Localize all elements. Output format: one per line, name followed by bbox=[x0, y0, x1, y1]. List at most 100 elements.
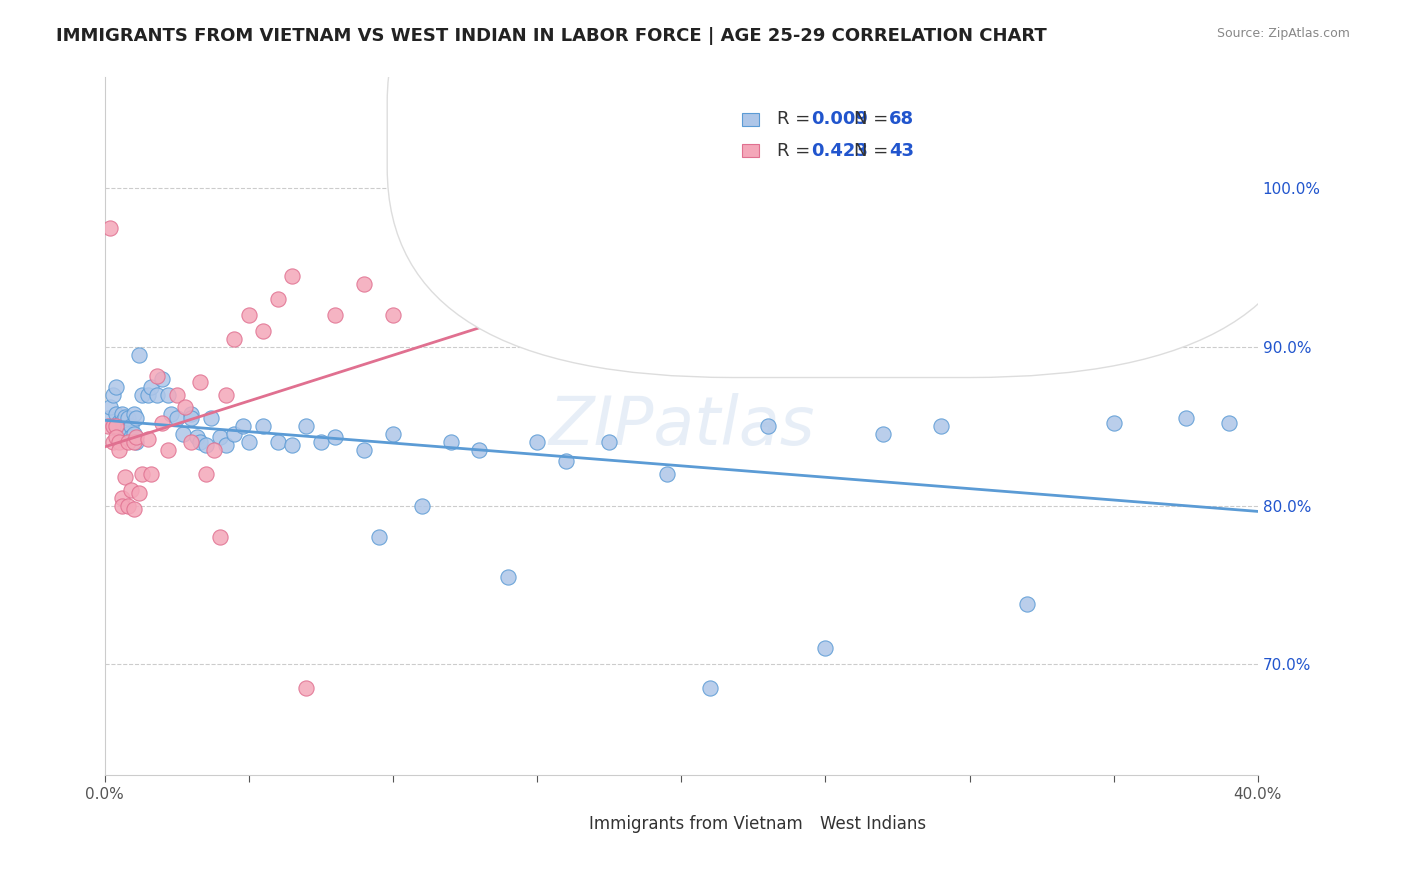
Bar bbox=[742, 145, 759, 157]
Point bbox=[872, 427, 894, 442]
Point bbox=[117, 427, 139, 442]
Point bbox=[122, 501, 145, 516]
Point bbox=[238, 309, 260, 323]
Point bbox=[145, 368, 167, 383]
Point bbox=[157, 387, 180, 401]
Point bbox=[157, 443, 180, 458]
Point bbox=[266, 435, 288, 450]
Point bbox=[598, 435, 620, 450]
Point bbox=[120, 419, 142, 434]
Point bbox=[194, 467, 217, 481]
Text: 0.423: 0.423 bbox=[811, 142, 869, 160]
Bar bbox=[548, 817, 574, 832]
Point bbox=[105, 419, 128, 434]
Point bbox=[194, 438, 217, 452]
Point bbox=[208, 530, 231, 544]
Point bbox=[224, 427, 246, 442]
Point bbox=[103, 419, 125, 434]
Point bbox=[468, 443, 491, 458]
Point bbox=[114, 424, 136, 438]
Point bbox=[145, 387, 167, 401]
Point bbox=[180, 435, 202, 450]
Point bbox=[252, 324, 274, 338]
Point bbox=[166, 387, 188, 401]
Point bbox=[108, 435, 131, 450]
Point bbox=[100, 401, 122, 415]
Point bbox=[105, 407, 128, 421]
Point bbox=[381, 427, 404, 442]
Point bbox=[323, 430, 346, 444]
Point bbox=[103, 387, 125, 401]
Point bbox=[295, 419, 318, 434]
Point bbox=[139, 380, 162, 394]
Text: Source: ZipAtlas.com: Source: ZipAtlas.com bbox=[1216, 27, 1350, 40]
Point bbox=[103, 435, 125, 450]
Point bbox=[174, 401, 197, 415]
Point bbox=[281, 438, 304, 452]
Point bbox=[295, 681, 318, 695]
Text: N =: N = bbox=[855, 111, 894, 128]
Point bbox=[105, 380, 128, 394]
Point bbox=[180, 407, 202, 421]
Point bbox=[627, 356, 650, 370]
Point bbox=[440, 216, 463, 230]
Point bbox=[125, 430, 148, 444]
Point bbox=[215, 438, 238, 452]
Point bbox=[125, 435, 148, 450]
Text: Immigrants from Vietnam: Immigrants from Vietnam bbox=[589, 815, 803, 833]
Point bbox=[215, 387, 238, 401]
Point bbox=[120, 483, 142, 497]
Bar bbox=[790, 817, 815, 832]
Point bbox=[266, 293, 288, 307]
Point bbox=[136, 432, 159, 446]
Point bbox=[131, 387, 153, 401]
Point bbox=[1218, 416, 1240, 430]
Point bbox=[381, 309, 404, 323]
Point bbox=[120, 430, 142, 444]
Point bbox=[555, 454, 578, 468]
Point bbox=[128, 348, 150, 362]
Point bbox=[139, 467, 162, 481]
Point bbox=[1174, 411, 1197, 425]
Bar bbox=[742, 113, 759, 126]
Point bbox=[367, 530, 389, 544]
Point bbox=[200, 411, 222, 425]
Point bbox=[186, 430, 208, 444]
Point bbox=[309, 435, 332, 450]
Point bbox=[180, 411, 202, 425]
Point bbox=[122, 435, 145, 450]
Point bbox=[655, 467, 678, 481]
Point bbox=[252, 419, 274, 434]
Point bbox=[1102, 181, 1125, 195]
Point bbox=[111, 491, 134, 505]
Point bbox=[150, 372, 173, 386]
Text: R =: R = bbox=[778, 142, 815, 160]
Point bbox=[136, 387, 159, 401]
Point bbox=[188, 375, 211, 389]
Point bbox=[108, 443, 131, 458]
Point bbox=[208, 430, 231, 444]
Point bbox=[202, 443, 225, 458]
Point bbox=[756, 419, 779, 434]
Point bbox=[117, 435, 139, 450]
Point bbox=[96, 411, 118, 425]
Point bbox=[411, 499, 433, 513]
Point bbox=[100, 221, 122, 235]
Point bbox=[128, 486, 150, 500]
Text: IMMIGRANTS FROM VIETNAM VS WEST INDIAN IN LABOR FORCE | AGE 25-29 CORRELATION CH: IMMIGRANTS FROM VIETNAM VS WEST INDIAN I… bbox=[56, 27, 1047, 45]
Point bbox=[117, 499, 139, 513]
Point bbox=[353, 443, 375, 458]
Point bbox=[160, 407, 183, 421]
Point bbox=[526, 435, 548, 450]
Point bbox=[117, 411, 139, 425]
Point bbox=[131, 467, 153, 481]
Point bbox=[125, 411, 148, 425]
Point bbox=[122, 427, 145, 442]
Point bbox=[103, 419, 125, 434]
Point bbox=[122, 407, 145, 421]
Point bbox=[172, 427, 194, 442]
Text: N =: N = bbox=[855, 142, 894, 160]
Text: 0.009: 0.009 bbox=[811, 111, 869, 128]
Point bbox=[1102, 416, 1125, 430]
Point bbox=[281, 268, 304, 283]
